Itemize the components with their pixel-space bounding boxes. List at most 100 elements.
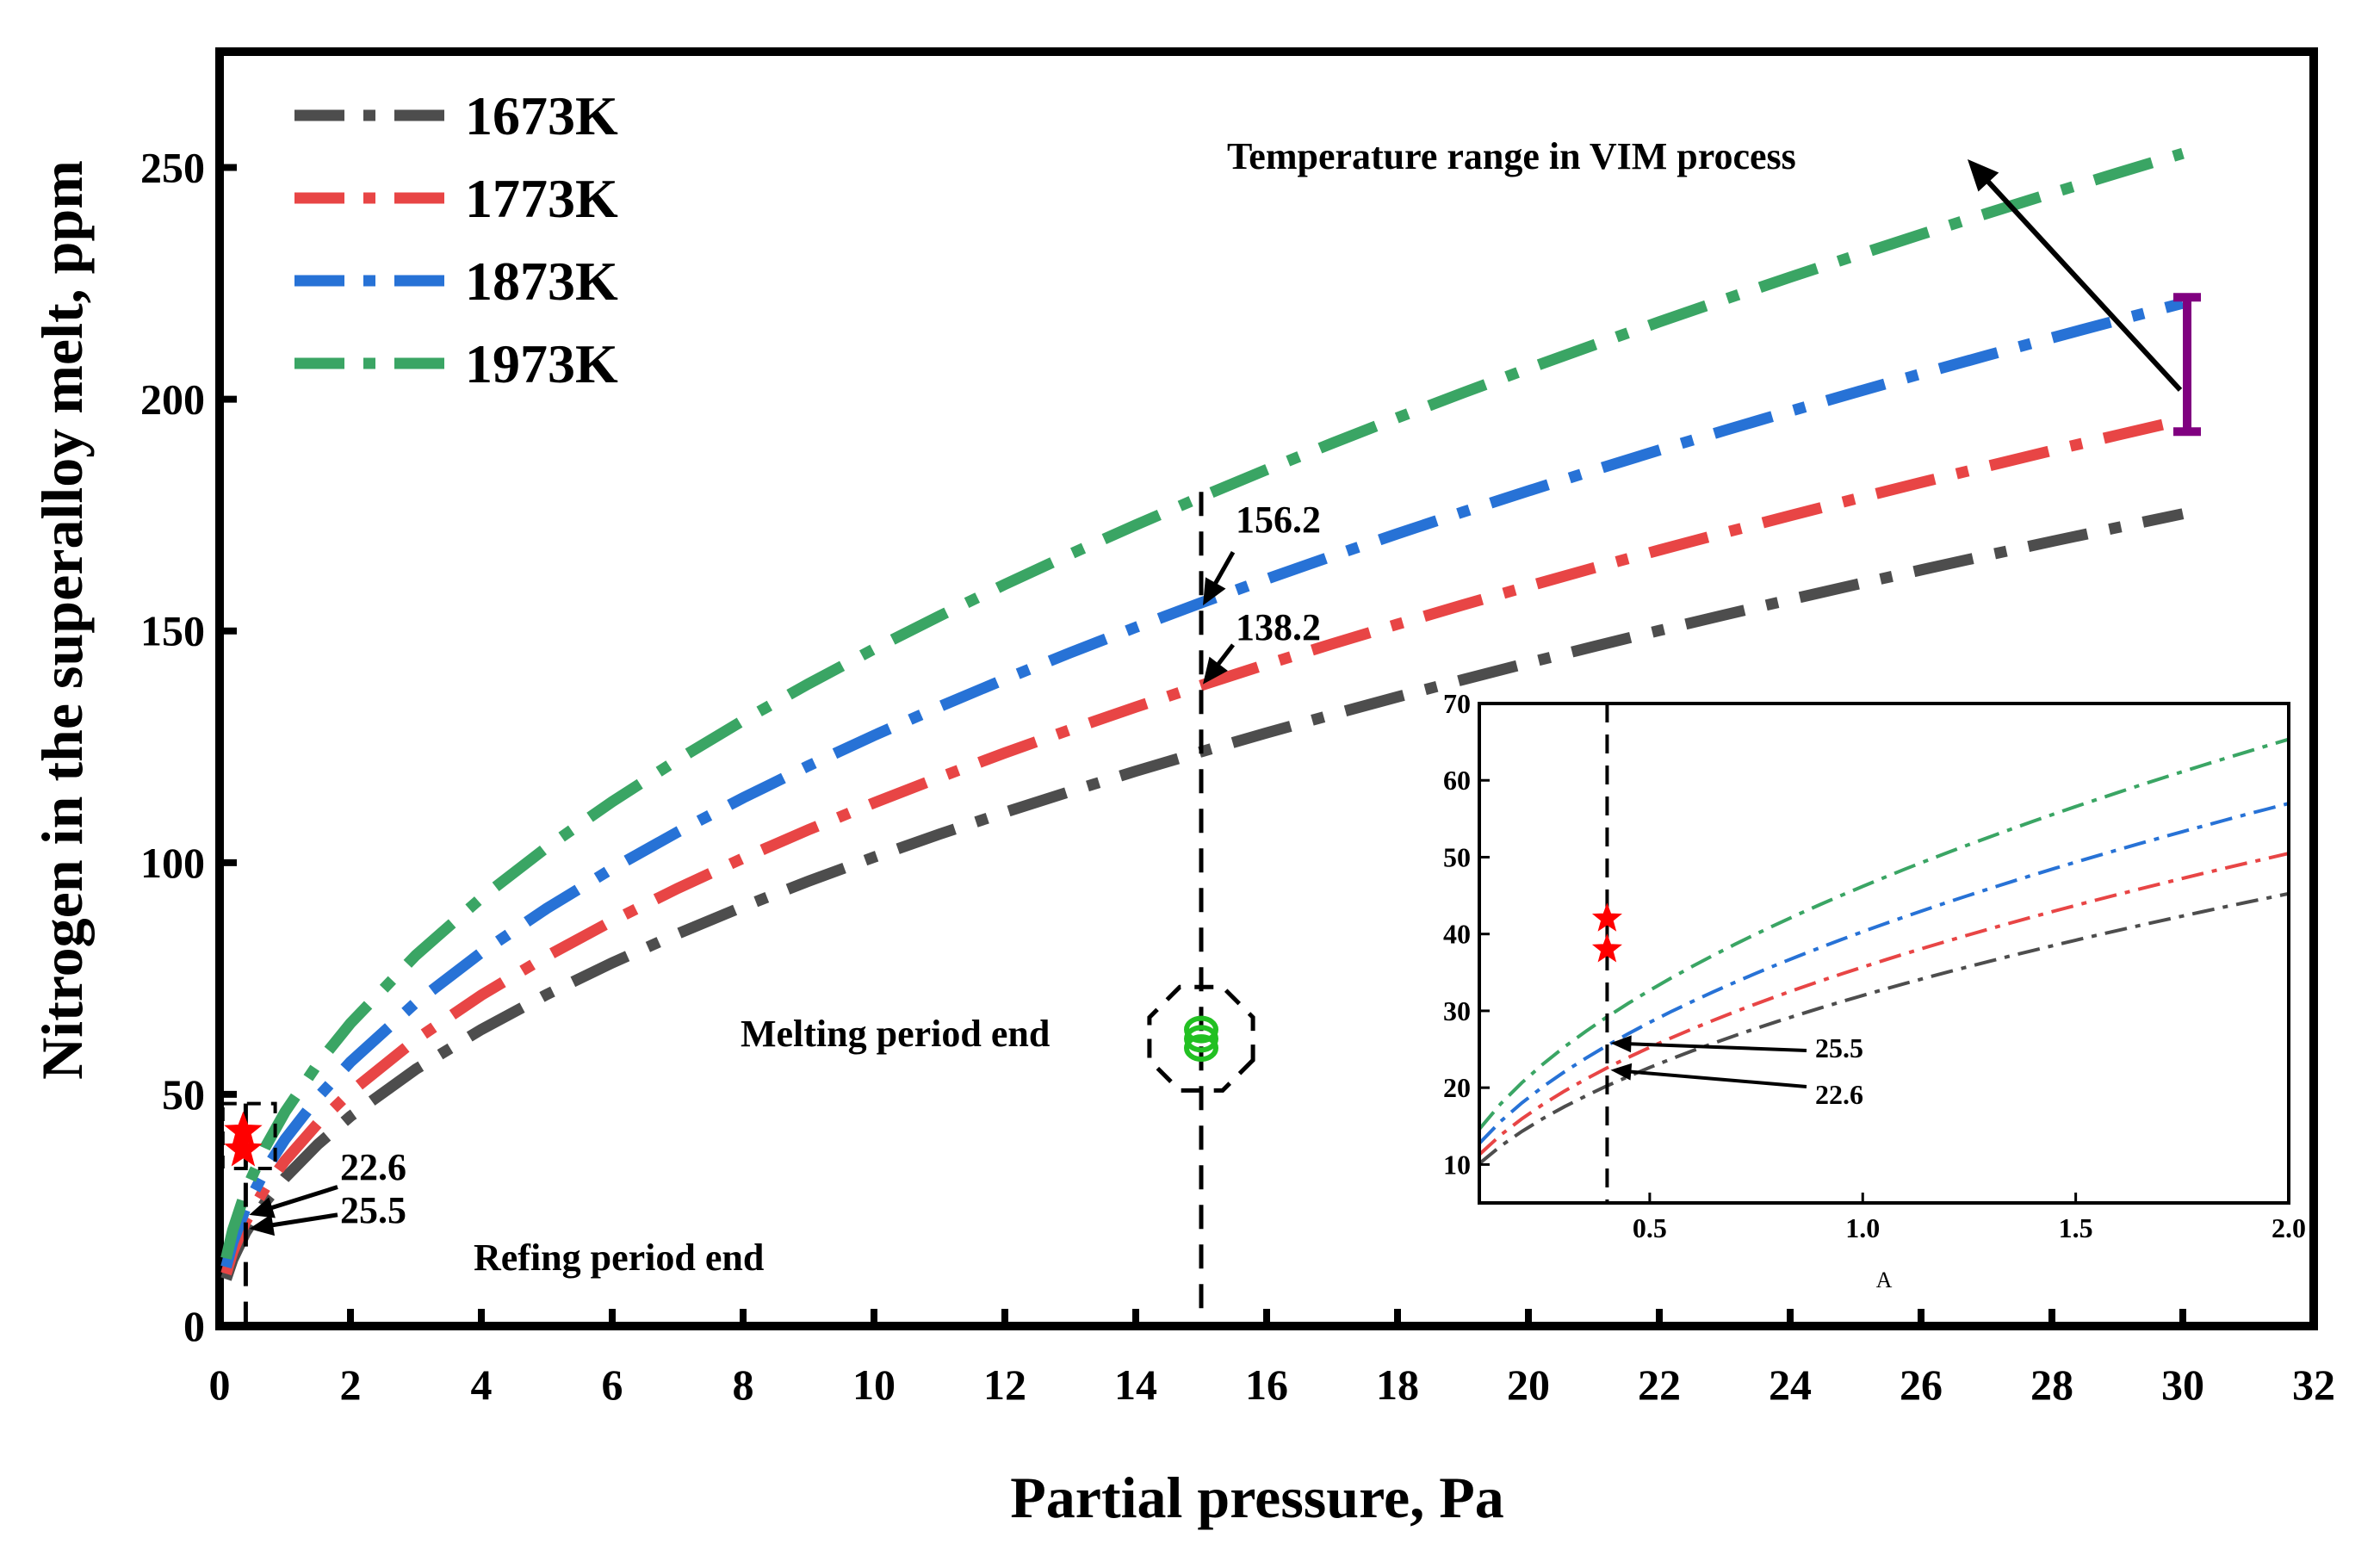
annotation-vim-range: Temperature range in VIM process bbox=[1227, 135, 1796, 177]
x-axis-ticks: 0 2 4 6 8 10 12 14 16 18 20 22 24 26 28 30 32 bbox=[209, 1309, 2335, 1409]
inset-star-marker bbox=[1591, 902, 1622, 932]
inset-markers bbox=[1591, 704, 1807, 1203]
series-line-1773K bbox=[220, 414, 2185, 1276]
arrow-22-6-head bbox=[249, 1197, 276, 1218]
legend-label-1973K: 1973K bbox=[465, 333, 618, 394]
inset-x-axis-title: A bbox=[1876, 1268, 1893, 1292]
series-lines bbox=[220, 147, 2185, 1281]
series-line-1873K bbox=[220, 297, 2185, 1269]
x-tick-label: 2 bbox=[340, 1361, 362, 1409]
inset-frame bbox=[1478, 702, 2290, 1205]
y-tick-label: 100 bbox=[140, 839, 205, 887]
arrow-156-2 bbox=[1203, 551, 1236, 606]
annotation-arrows bbox=[249, 159, 2183, 1237]
arrow-156-2-head bbox=[1203, 577, 1226, 606]
arrow-25-5-head bbox=[249, 1214, 276, 1237]
refining-highlight-box bbox=[220, 1101, 277, 1171]
x-tick-label: 26 bbox=[1900, 1361, 1943, 1409]
arrow-vim-range-shaft bbox=[1982, 176, 2183, 392]
y-tick-label: 250 bbox=[140, 144, 205, 192]
x-tick-label: 0 bbox=[209, 1361, 231, 1409]
markers bbox=[224, 293, 2201, 1167]
x-tick-label: 14 bbox=[1114, 1361, 1157, 1409]
inset-y-tick-label: 20 bbox=[1443, 1072, 1471, 1103]
x-tick-label: 18 bbox=[1376, 1361, 1419, 1409]
arrow-25-5 bbox=[249, 1212, 338, 1237]
inset-y-tick-label: 60 bbox=[1443, 765, 1471, 796]
label-138-2: 138.2 bbox=[1236, 606, 1321, 648]
arrow-25-5-shaft bbox=[268, 1212, 338, 1228]
inset-arrow-22-6 bbox=[1610, 1063, 1807, 1088]
annotation-refining-end: Refing period end bbox=[474, 1237, 764, 1279]
inset-series-line-1873K bbox=[1478, 802, 2290, 1145]
x-tick-label: 10 bbox=[852, 1361, 896, 1409]
inset-star-marker bbox=[1591, 933, 1622, 963]
arrow-156-2-shaft bbox=[1211, 551, 1236, 589]
inset-series-lines bbox=[1478, 737, 2290, 1165]
inset-x-tick-label: 1.0 bbox=[1845, 1212, 1880, 1243]
legend-label-1773K: 1773K bbox=[465, 168, 618, 229]
x-tick-label: 30 bbox=[2161, 1361, 2204, 1409]
inset-y-tick-label: 70 bbox=[1443, 688, 1471, 719]
x-tick-label: 4 bbox=[471, 1361, 493, 1409]
melting-point-marker bbox=[1184, 1034, 1218, 1063]
inset-x-tick-label: 1.5 bbox=[2059, 1212, 2093, 1243]
legend-label-1673K: 1673K bbox=[465, 85, 618, 146]
arrow-vim-range bbox=[1968, 159, 2183, 392]
inset-arrow-25-5 bbox=[1610, 1035, 1807, 1053]
inset-plot: 0.5 1.0 1.5 2.0 10 20 30 40 50 60 70 25.5 22.6 A bbox=[1443, 688, 2306, 1292]
inset-series-line-1673K bbox=[1478, 891, 2290, 1165]
legend-label-1873K: 1873K bbox=[465, 251, 618, 312]
x-axis-title: Partial pressure, Pa bbox=[1010, 1465, 1504, 1530]
annotation-melting-end: Melting period end bbox=[741, 1013, 1050, 1055]
x-tick-label: 16 bbox=[1245, 1361, 1288, 1409]
y-tick-label: 0 bbox=[183, 1302, 205, 1350]
label-25-5: 25.5 bbox=[340, 1189, 406, 1231]
y-tick-label: 150 bbox=[140, 607, 205, 655]
x-tick-label: 22 bbox=[1638, 1361, 1681, 1409]
arrow-138-2-head bbox=[1203, 656, 1228, 685]
y-axis-title: Nitrogen in the superalloy melt, ppm bbox=[29, 160, 95, 1080]
melting-point-marker bbox=[1184, 1015, 1218, 1044]
series-line-1673K bbox=[220, 508, 2185, 1281]
inset-arrow-22-6-head bbox=[1610, 1063, 1633, 1081]
inset-label-25-5: 25.5 bbox=[1815, 1032, 1863, 1063]
inset-series-line-1773K bbox=[1478, 852, 2290, 1156]
melting-point-marker bbox=[1184, 1025, 1218, 1053]
y-tick-label: 200 bbox=[140, 375, 205, 424]
inset-x-tick-label: 0.5 bbox=[1633, 1212, 1667, 1243]
arrow-22-6-shaft bbox=[267, 1185, 338, 1212]
x-tick-label: 20 bbox=[1507, 1361, 1550, 1409]
x-tick-label: 6 bbox=[602, 1361, 623, 1409]
inset-series-line-1973K bbox=[1478, 737, 2290, 1131]
inset-arrow-25-5-shaft bbox=[1627, 1042, 1807, 1052]
inset-x-tick-label: 2.0 bbox=[2272, 1212, 2306, 1243]
inset-y-tick-label: 50 bbox=[1443, 841, 1471, 872]
main-plot: 0 2 4 6 8 10 12 14 16 18 20 22 24 26 28 30 32 0501001502… bbox=[29, 47, 2335, 1530]
y-axis-ticks: 0 50 100 150 200 250 bbox=[140, 144, 237, 1350]
legend: 1673K 1773K 1873K 1973K bbox=[294, 85, 618, 394]
x-tick-label: 8 bbox=[733, 1361, 754, 1409]
label-22-6: 22.6 bbox=[340, 1146, 406, 1188]
label-156-2: 156.2 bbox=[1236, 499, 1321, 541]
inset-y-tick-label: 10 bbox=[1443, 1149, 1471, 1180]
inset-arrow-25-5-head bbox=[1610, 1035, 1632, 1053]
x-tick-label: 12 bbox=[983, 1361, 1026, 1409]
reference-lines bbox=[220, 492, 1204, 1326]
refining-star-marker bbox=[224, 1130, 263, 1167]
x-tick-label: 24 bbox=[1769, 1361, 1812, 1409]
inset-arrow-22-6-shaft bbox=[1627, 1069, 1807, 1088]
inset-label-22-6: 22.6 bbox=[1815, 1079, 1863, 1110]
arrow-138-2 bbox=[1203, 643, 1235, 685]
x-tick-label: 28 bbox=[2030, 1361, 2073, 1409]
y-tick-label: 50 bbox=[162, 1070, 205, 1119]
melting-highlight-octagon bbox=[1147, 984, 1255, 1093]
arrow-22-6 bbox=[249, 1185, 338, 1218]
inset-y-tick-label: 40 bbox=[1443, 919, 1471, 950]
x-tick-label: 32 bbox=[2292, 1361, 2335, 1409]
inset-background bbox=[1479, 704, 2289, 1203]
inset-y-tick-label: 30 bbox=[1443, 995, 1471, 1026]
arrow-vim-range-head bbox=[1968, 159, 1999, 192]
refining-star-marker bbox=[224, 1111, 263, 1148]
